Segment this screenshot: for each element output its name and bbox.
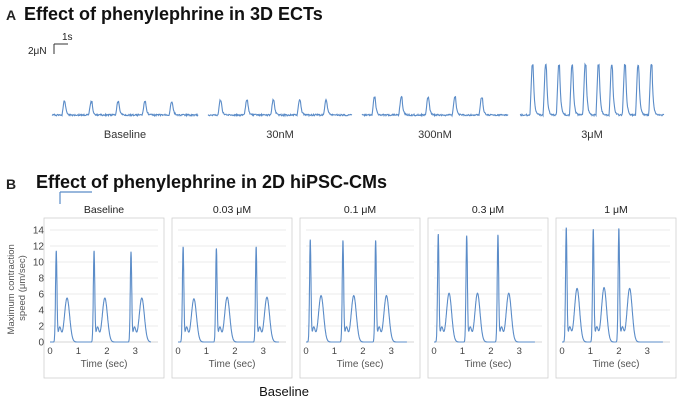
plot-frame xyxy=(171,217,293,379)
x-tick-label: 3 xyxy=(389,346,394,357)
x-tick-label: 2 xyxy=(360,346,365,357)
plot-frame xyxy=(555,217,677,379)
panel-a-title: Effect of phenylephrine in 3D ECTs xyxy=(24,4,323,24)
plot-title: 0.1 μM xyxy=(344,204,376,216)
plot-frame xyxy=(43,217,165,379)
plot-frame xyxy=(427,217,549,379)
x-tick-label: 1 xyxy=(460,346,465,357)
y-tick-label: 2 xyxy=(38,322,44,333)
speed-trace xyxy=(434,233,535,343)
x-tick-label: 3 xyxy=(261,346,266,357)
force-trace xyxy=(51,99,199,118)
x-tick-label: 2 xyxy=(232,346,237,357)
x-tick-label: 3 xyxy=(133,346,138,357)
speed-trace xyxy=(50,250,151,343)
x-tick-label: 2 xyxy=(488,346,493,357)
force-trace xyxy=(361,95,509,118)
x-tick-label: 0 xyxy=(303,346,308,357)
x-axis-label: Time (sec) xyxy=(593,359,640,370)
y-tick-label: 4 xyxy=(38,306,44,317)
y-axis-label-line1: Maximum contraction xyxy=(6,244,17,334)
plot-title: 1 μM xyxy=(604,204,628,216)
bottom-label: Baseline xyxy=(259,384,309,399)
x-tick-label: 1 xyxy=(204,346,209,357)
x-tick-label: 0 xyxy=(431,346,436,357)
y-axis-label-line2: speed (μm/sec) xyxy=(17,255,28,321)
x-axis-label: Time (sec) xyxy=(209,359,256,370)
plot-title: Baseline xyxy=(84,204,124,216)
speed-trace xyxy=(178,246,279,343)
scale-force-label: 2μN xyxy=(28,46,47,57)
panel-b-scale-mark xyxy=(59,191,92,204)
x-tick-label: 0 xyxy=(175,346,180,357)
plot-frame xyxy=(299,217,421,379)
y-tick-label: 8 xyxy=(38,274,44,285)
x-tick-label: 2 xyxy=(616,346,621,357)
force-trace xyxy=(519,62,665,118)
y-tick-label: 10 xyxy=(33,258,45,269)
y-tick-label: 12 xyxy=(33,242,45,253)
x-tick-label: 0 xyxy=(559,346,564,357)
speed-trace xyxy=(562,227,663,343)
x-tick-label: 3 xyxy=(517,346,522,357)
condition-label: 3μM xyxy=(581,129,603,141)
force-trace xyxy=(207,98,353,118)
x-tick-label: 3 xyxy=(645,346,650,357)
y-axis-label: Maximum contraction speed (μm/sec) xyxy=(6,242,28,335)
plot-title: 0.03 μM xyxy=(213,204,251,216)
panel-b-letter: B xyxy=(6,176,16,192)
panel-a-traces: Baseline 30nM 300nM 3μM xyxy=(51,62,665,141)
x-axis-label: Time (sec) xyxy=(81,359,128,370)
x-tick-label: 2 xyxy=(104,346,109,357)
scale-time-label: 1s xyxy=(62,32,73,43)
x-tick-label: 1 xyxy=(332,346,337,357)
plot-title: 0.3 μM xyxy=(472,204,504,216)
condition-label: Baseline xyxy=(104,129,146,141)
x-tick-label: 1 xyxy=(76,346,81,357)
x-axis-label: Time (sec) xyxy=(337,359,384,370)
y-tick-label: 14 xyxy=(33,226,45,237)
speed-trace xyxy=(306,239,407,343)
x-axis-label: Time (sec) xyxy=(465,359,512,370)
panel-a-letter: A xyxy=(6,7,16,23)
y-tick-label: 0 xyxy=(38,338,44,349)
condition-label: 30nM xyxy=(266,129,294,141)
scale-bar: 2μN 1s xyxy=(28,32,73,57)
scale-bar-lines xyxy=(53,43,68,54)
x-tick-label: 0 xyxy=(47,346,52,357)
x-tick-label: 1 xyxy=(588,346,593,357)
condition-label: 300nM xyxy=(418,129,452,141)
panel-b-title: Effect of phenylephrine in 2D hiPSC-CMs xyxy=(36,172,387,192)
y-tick-label: 6 xyxy=(38,290,44,301)
